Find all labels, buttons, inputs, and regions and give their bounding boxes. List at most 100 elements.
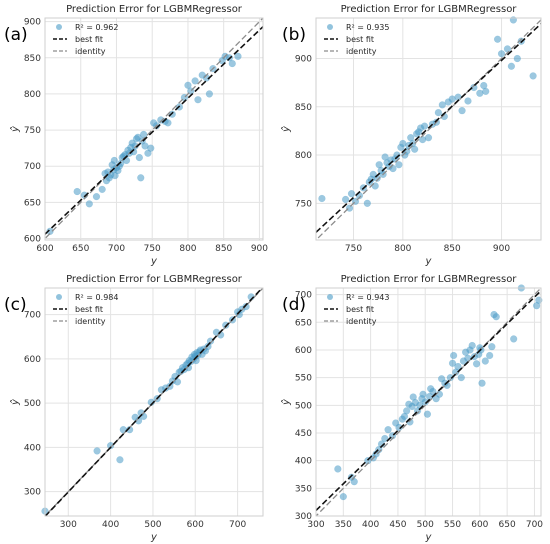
legend-label-r2: R² = 0.943 [346,293,389,302]
legend-label-best-fit: best fit [346,35,374,44]
y-tick-label: 550 [295,374,312,384]
x-tick-label: 400 [102,520,119,530]
data-point [98,185,106,194]
y-axis-label: ŷ [9,125,21,133]
y-tick-label: 350 [295,484,312,494]
panel-title: Prediction Error for LGBMRegressor [341,274,518,285]
y-tick-label: 500 [24,399,41,409]
data-point [137,174,145,182]
data-point [46,227,54,235]
data-point [318,194,326,203]
data-point [449,351,458,360]
y-axis-label: ŷ [280,398,292,406]
legend-label-identity: identity [346,317,377,326]
y-tick-label: 800 [24,90,41,100]
identity-line [316,288,541,516]
y-tick-label: 400 [295,457,312,467]
y-tick-label: 900 [24,18,41,28]
data-point [493,35,502,43]
data-point [147,144,155,152]
y-tick-label: 750 [295,199,312,209]
x-tick-label: 300 [60,520,77,530]
data-point [419,390,427,398]
legend-marker-points [327,24,333,30]
legend-label-best-fit: best fit [346,305,374,314]
y-axis-label: ŷ [280,125,292,133]
data-point [395,423,403,432]
legend-label-identity: identity [75,317,106,326]
data-point [478,379,486,387]
data-point [363,199,371,207]
plot-frame [44,17,264,241]
y-tick-label: 400 [24,443,41,453]
data-point [110,156,118,165]
data-point [457,374,465,382]
data-point [139,412,148,421]
y-tick-label: 450 [295,429,312,439]
data-point [434,108,443,117]
data-point [106,441,115,450]
x-axis-label: y [425,256,433,267]
data-point [116,456,124,464]
x-tick-label: 600 [471,520,488,530]
y-tick-label: 800 [295,151,312,161]
data-point [424,134,433,142]
panel-letter: (b) [282,25,306,45]
legend-label-best-fit: best fit [75,305,103,314]
x-tick-label: 450 [389,520,406,530]
data-point [194,96,202,104]
plot-frame [315,17,542,241]
x-tick-label: 700 [526,520,543,530]
data-point [341,195,350,204]
y-tick-label: 500 [295,401,312,411]
data-point [334,465,342,473]
data-point [126,426,134,434]
x-tick-label: 700 [229,520,246,530]
legend-label-r2: R² = 0.984 [75,293,118,302]
data-point [345,204,354,212]
identity-line [45,18,263,240]
y-tick-label: 850 [24,54,41,64]
panel-letter: (d) [282,295,306,315]
data-point [497,50,506,58]
data-point [482,87,490,96]
data-point [423,410,432,418]
data-point [228,59,236,68]
x-tick-label: 650 [499,520,516,530]
x-tick-label: 400 [362,520,379,530]
data-point [350,478,358,486]
data-point [234,52,242,60]
data-point [347,190,356,198]
data-point [85,200,93,208]
x-tick-label: 800 [179,244,196,254]
data-point [135,153,143,162]
identity-line [316,19,541,240]
data-point [205,90,214,98]
legend-marker-points [56,24,62,30]
data-point [472,360,481,368]
data-point [507,62,516,70]
x-tick-label: 500 [417,520,434,530]
data-point [381,434,389,443]
data-point [470,83,478,92]
y-tick-label: 600 [24,355,41,365]
data-point [448,359,457,367]
y-tick-label: 300 [24,488,41,498]
data-point [510,335,518,343]
data-point [429,387,437,396]
data-point [420,122,429,130]
y-tick-label: 850 [295,103,312,113]
x-tick-label: 750 [345,244,362,254]
y-tick-label: 700 [295,291,312,301]
data-point [454,362,462,371]
y-tick-label: 750 [24,126,41,136]
data-point [486,351,494,360]
plot-frame [44,287,264,517]
y-axis-label: ŷ [9,398,21,406]
data-point [73,187,81,196]
y-tick-label: 900 [295,55,312,65]
data-point [411,145,419,153]
x-tick-label: 600 [187,520,204,530]
x-tick-label: 800 [394,244,411,254]
x-axis-label: y [150,532,158,543]
